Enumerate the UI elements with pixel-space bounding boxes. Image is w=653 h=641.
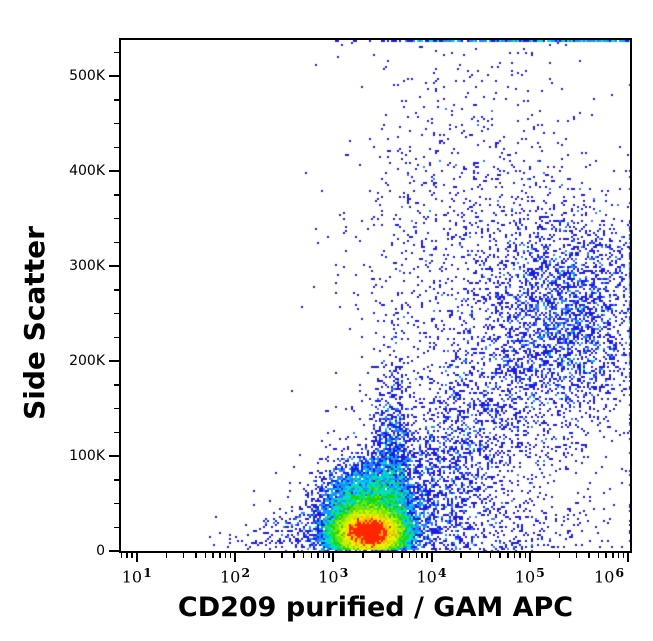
x-axis-title: CD209 purified / GAM APC — [177, 592, 574, 623]
x-minor-tick — [524, 553, 527, 558]
plot-area — [119, 38, 632, 553]
x-minor-tick — [617, 553, 620, 558]
x-minor-tick — [362, 553, 364, 558]
x-major-tick — [233, 553, 236, 562]
x-minor-tick — [131, 553, 133, 558]
x-minor-tick — [558, 553, 561, 558]
x-minor-tick — [460, 553, 462, 558]
y-tick-label: 400K — [69, 163, 105, 180]
x-major-tick — [332, 553, 335, 562]
x-minor-tick — [622, 553, 625, 558]
x-minor-tick — [401, 553, 403, 558]
x-minor-tick — [229, 553, 232, 558]
y-tick-label: 0 — [96, 543, 105, 559]
y-major-tick — [109, 170, 119, 173]
x-minor-tick — [477, 553, 480, 558]
x-minor-tick — [612, 553, 614, 558]
x-minor-tick — [317, 553, 319, 558]
x-minor-tick — [391, 553, 394, 558]
y-major-tick — [109, 550, 119, 552]
x-major-tick — [627, 553, 630, 562]
y-axis-title: Side Scatter — [18, 226, 51, 420]
x-minor-tick — [328, 553, 330, 558]
x-minor-tick — [499, 553, 501, 558]
y-tick-label: 200K — [69, 353, 105, 370]
x-minor-tick — [605, 553, 607, 558]
y-major-tick — [109, 360, 119, 363]
x-minor-tick — [165, 553, 168, 558]
x-minor-tick — [195, 553, 197, 558]
x-minor-tick — [575, 553, 578, 558]
x-minor-tick — [212, 553, 214, 558]
x-minor-tick — [408, 553, 411, 558]
x-minor-tick — [182, 553, 185, 558]
x-minor-tick — [489, 553, 492, 558]
x-major-tick — [528, 553, 531, 562]
x-tick-label: 103 — [318, 565, 349, 587]
x-minor-tick — [293, 553, 295, 558]
x-major-tick — [430, 553, 433, 562]
x-minor-tick — [302, 553, 305, 558]
x-tick-label: 102 — [219, 565, 251, 587]
x-tick-label: 106 — [594, 565, 625, 587]
y-major-tick — [109, 265, 119, 268]
y-major-tick — [109, 75, 119, 78]
y-tick-label: 100K — [69, 448, 105, 465]
y-major-tick — [109, 455, 119, 458]
x-tick-label: 101 — [121, 565, 152, 587]
x-tick-label: 104 — [416, 565, 447, 587]
x-minor-tick — [513, 553, 516, 558]
x-major-tick — [135, 553, 138, 562]
x-minor-tick — [519, 553, 521, 558]
density-scatter-canvas — [121, 40, 630, 551]
x-minor-tick — [281, 553, 283, 558]
x-minor-tick — [588, 553, 590, 558]
x-minor-tick — [310, 553, 313, 558]
x-minor-tick — [426, 553, 428, 558]
x-minor-tick — [224, 553, 227, 558]
x-minor-tick — [126, 553, 128, 558]
x-minor-tick — [421, 553, 423, 558]
x-minor-tick — [379, 553, 381, 558]
x-minor-tick — [415, 553, 418, 558]
x-minor-tick — [219, 553, 221, 558]
y-tick-label: 500K — [69, 68, 105, 85]
x-minor-tick — [507, 553, 509, 558]
y-tick-label: 300K — [69, 258, 105, 275]
x-minor-tick — [322, 553, 325, 558]
x-minor-tick — [263, 553, 266, 558]
x-tick-label: 105 — [514, 565, 545, 587]
x-minor-tick — [597, 553, 600, 558]
x-minor-tick — [120, 553, 123, 558]
x-minor-tick — [204, 553, 207, 558]
